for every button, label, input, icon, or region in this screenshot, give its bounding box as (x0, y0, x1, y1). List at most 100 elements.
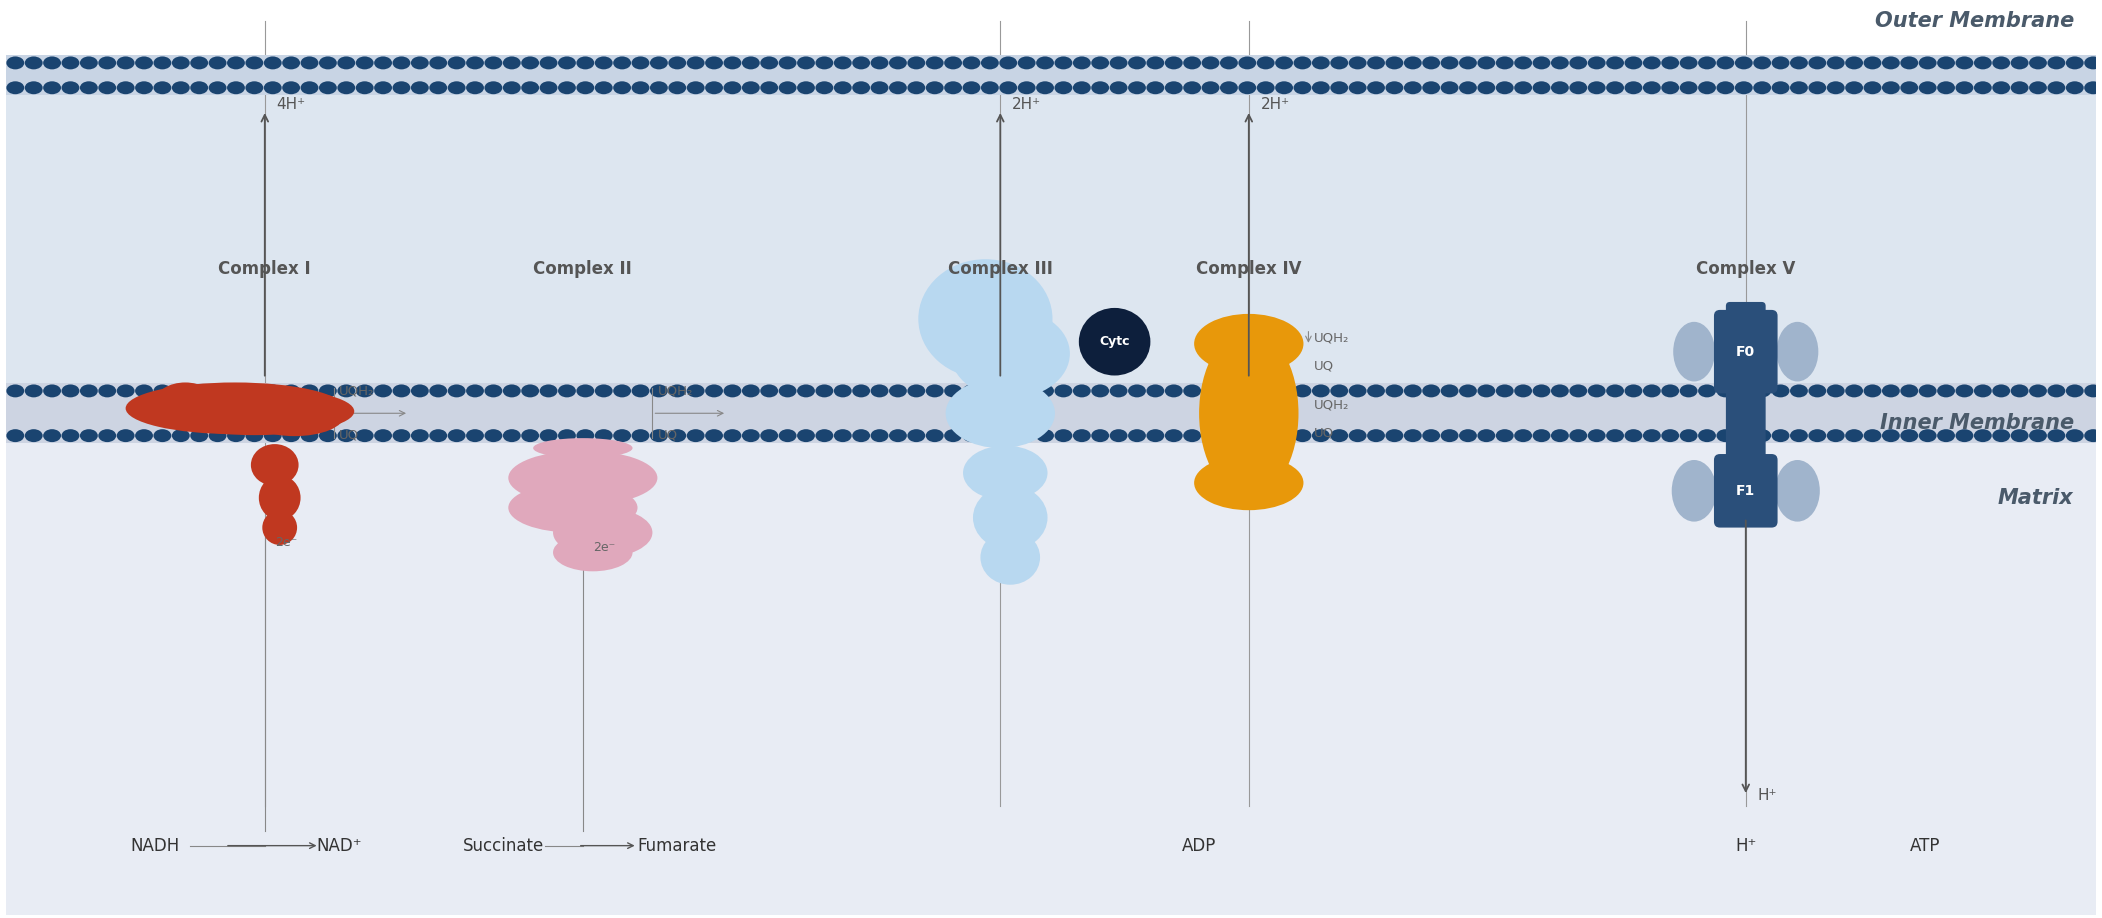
Ellipse shape (687, 385, 704, 397)
Ellipse shape (1644, 82, 1661, 95)
Ellipse shape (797, 430, 816, 442)
Ellipse shape (1827, 82, 1846, 95)
Ellipse shape (1404, 82, 1421, 95)
Ellipse shape (851, 82, 870, 95)
Ellipse shape (61, 82, 80, 95)
Ellipse shape (301, 56, 320, 70)
Ellipse shape (246, 395, 345, 436)
Ellipse shape (1198, 329, 1299, 498)
Ellipse shape (1846, 82, 1862, 95)
Ellipse shape (889, 430, 906, 442)
Ellipse shape (1644, 385, 1661, 397)
Ellipse shape (614, 56, 631, 70)
Ellipse shape (925, 430, 944, 442)
Ellipse shape (1276, 430, 1293, 442)
Ellipse shape (576, 82, 595, 95)
Ellipse shape (1110, 56, 1127, 70)
Ellipse shape (1644, 56, 1661, 70)
Ellipse shape (1791, 385, 1808, 397)
Ellipse shape (1276, 56, 1293, 70)
Ellipse shape (540, 430, 557, 442)
Ellipse shape (1423, 56, 1440, 70)
Text: Cytc: Cytc (1099, 335, 1131, 348)
Ellipse shape (208, 56, 227, 70)
Ellipse shape (282, 82, 301, 95)
Ellipse shape (557, 430, 576, 442)
Ellipse shape (1679, 430, 1698, 442)
Ellipse shape (1772, 82, 1789, 95)
Ellipse shape (483, 82, 502, 95)
Ellipse shape (797, 82, 816, 95)
Ellipse shape (1312, 82, 1331, 95)
Ellipse shape (118, 82, 135, 95)
Ellipse shape (963, 385, 980, 397)
Ellipse shape (320, 82, 336, 95)
Ellipse shape (631, 430, 650, 442)
Ellipse shape (246, 385, 263, 397)
Ellipse shape (1440, 56, 1459, 70)
Ellipse shape (99, 430, 116, 442)
Text: 2H⁺: 2H⁺ (1261, 96, 1291, 112)
Ellipse shape (1900, 385, 1919, 397)
Ellipse shape (1734, 56, 1753, 70)
Ellipse shape (870, 385, 889, 397)
Ellipse shape (2028, 430, 2047, 442)
Ellipse shape (925, 82, 944, 95)
Ellipse shape (595, 56, 612, 70)
Ellipse shape (1165, 82, 1183, 95)
Ellipse shape (118, 385, 135, 397)
Ellipse shape (448, 56, 465, 70)
Ellipse shape (1478, 430, 1495, 442)
Ellipse shape (2066, 430, 2083, 442)
Ellipse shape (282, 385, 301, 397)
Ellipse shape (834, 430, 851, 442)
Ellipse shape (998, 82, 1017, 95)
Ellipse shape (778, 82, 797, 95)
Ellipse shape (2047, 56, 2066, 70)
Ellipse shape (1017, 430, 1036, 442)
Ellipse shape (1846, 385, 1862, 397)
FancyBboxPatch shape (1713, 454, 1778, 528)
Ellipse shape (1625, 56, 1642, 70)
Ellipse shape (1238, 430, 1257, 442)
Ellipse shape (374, 82, 391, 95)
Ellipse shape (982, 385, 998, 397)
Ellipse shape (1570, 430, 1587, 442)
Ellipse shape (946, 378, 1055, 448)
Ellipse shape (393, 56, 410, 70)
Ellipse shape (1774, 460, 1820, 521)
Ellipse shape (1993, 56, 2010, 70)
Ellipse shape (1974, 430, 1993, 442)
Ellipse shape (1497, 56, 1513, 70)
Ellipse shape (336, 82, 355, 95)
Text: UQH₂: UQH₂ (338, 385, 374, 397)
Ellipse shape (1625, 82, 1642, 95)
Ellipse shape (553, 533, 633, 571)
Text: H⁺: H⁺ (1757, 789, 1776, 803)
Ellipse shape (467, 82, 483, 95)
Ellipse shape (908, 430, 925, 442)
Ellipse shape (2047, 82, 2066, 95)
Ellipse shape (1532, 56, 1551, 70)
Ellipse shape (1366, 430, 1385, 442)
Ellipse shape (227, 82, 246, 95)
Ellipse shape (2028, 82, 2047, 95)
Ellipse shape (1513, 82, 1532, 95)
Ellipse shape (1238, 82, 1257, 95)
Ellipse shape (1717, 430, 1734, 442)
Ellipse shape (80, 430, 99, 442)
Ellipse shape (595, 385, 612, 397)
Ellipse shape (1606, 385, 1625, 397)
Ellipse shape (227, 430, 246, 442)
Ellipse shape (2085, 82, 2102, 95)
Ellipse shape (1385, 56, 1404, 70)
Ellipse shape (1864, 385, 1881, 397)
Ellipse shape (723, 56, 742, 70)
Ellipse shape (502, 385, 521, 397)
Ellipse shape (1881, 385, 1900, 397)
Bar (6, 443, 2096, 915)
Ellipse shape (1679, 385, 1698, 397)
Ellipse shape (44, 56, 61, 70)
Ellipse shape (761, 56, 778, 70)
Text: UQ: UQ (1314, 427, 1333, 440)
